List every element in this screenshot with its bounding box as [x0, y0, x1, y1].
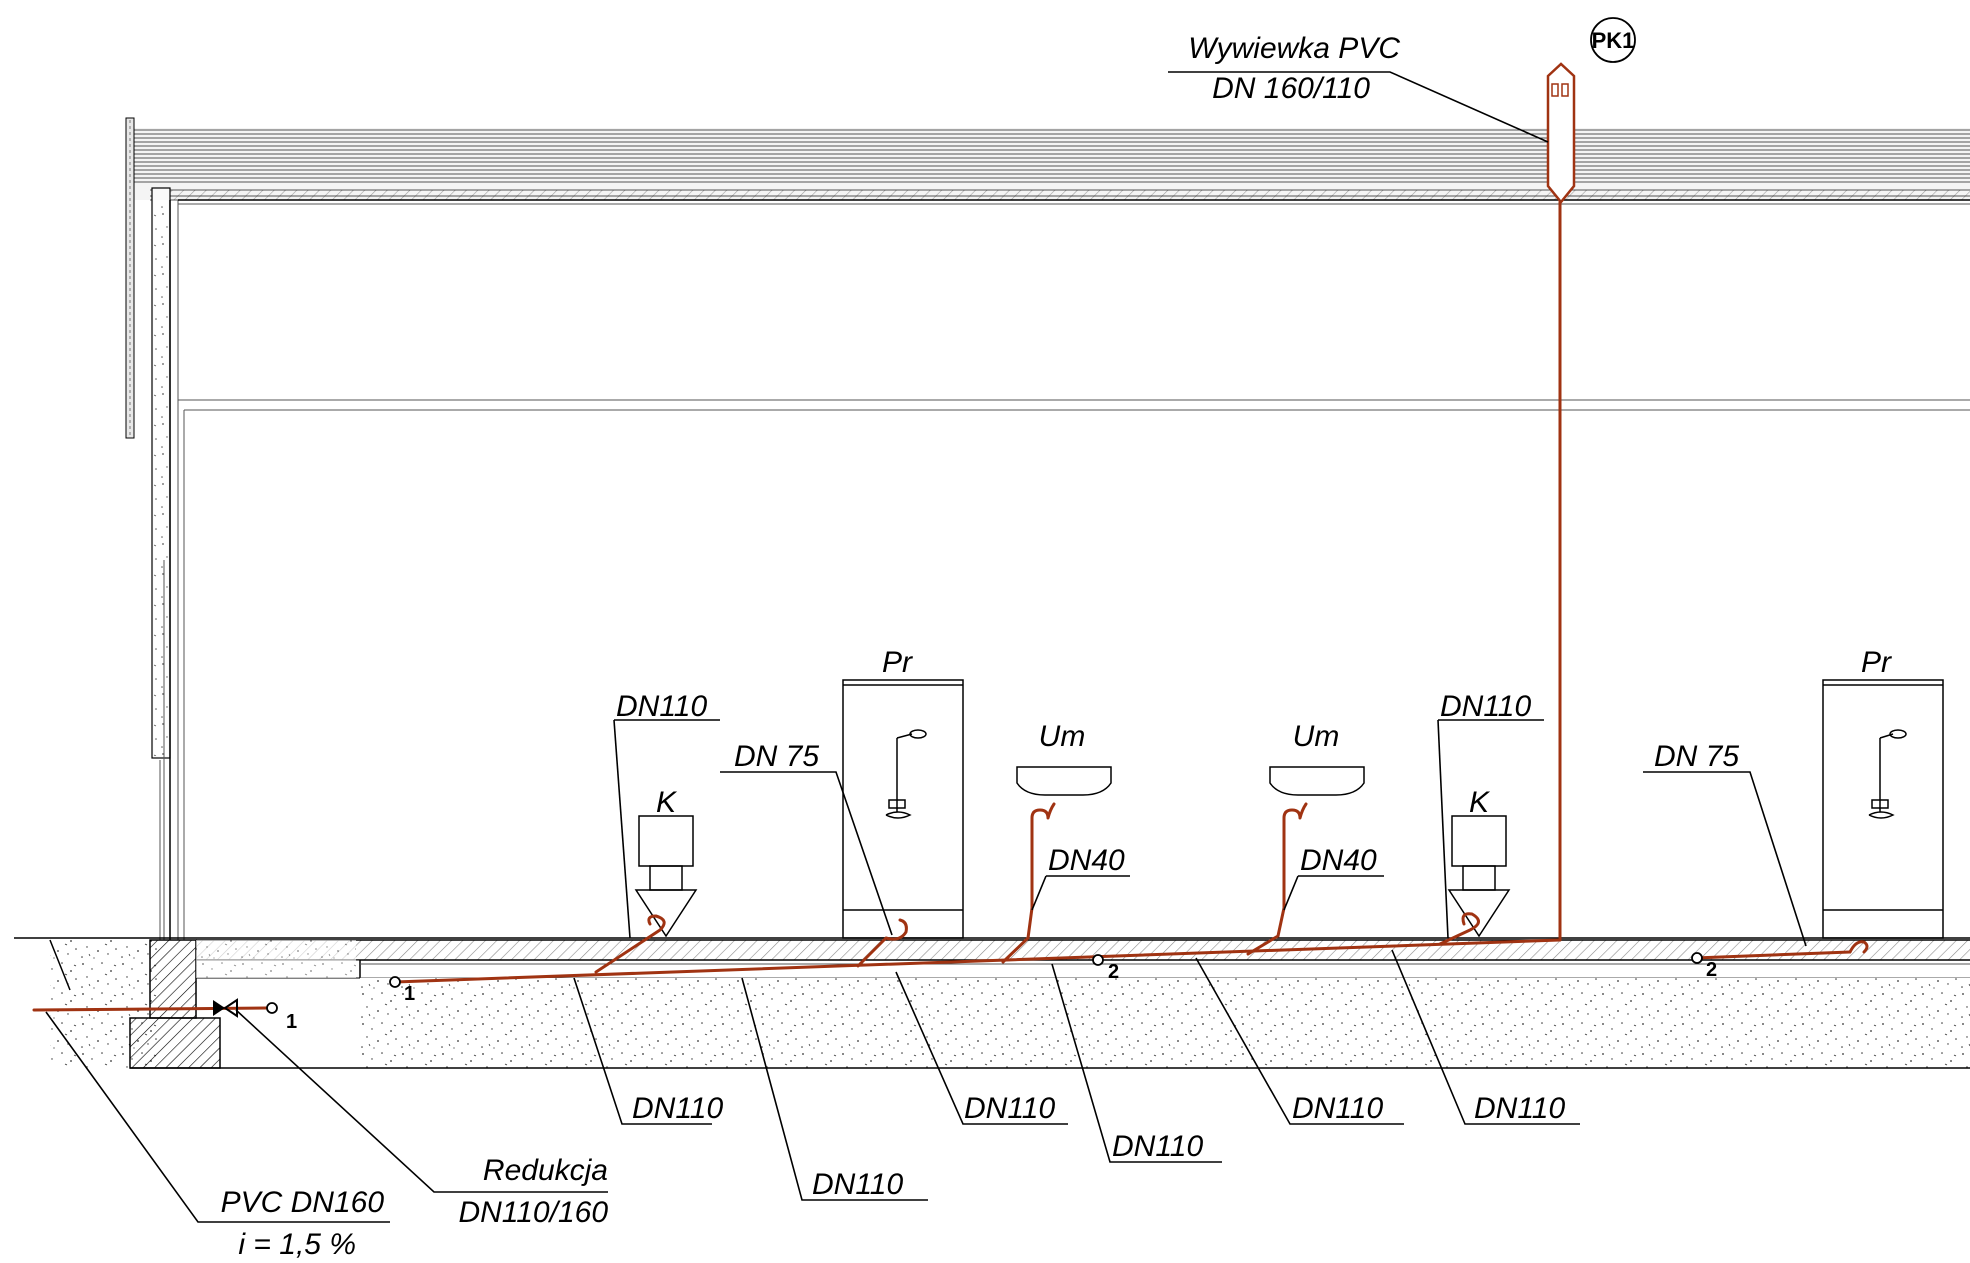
label-dn110-e: DN110	[1292, 1092, 1383, 1125]
main-pipe-label-line2: i = 1,5 %	[238, 1228, 356, 1261]
toilet-1-label: K	[656, 786, 678, 819]
label-dn110-d: DN110	[1112, 1130, 1203, 1163]
label-dn110-c: DN110	[964, 1092, 1055, 1125]
leader-lines	[45, 71, 1807, 1223]
label-dn110-f: DN110	[1474, 1092, 1565, 1125]
marker-1b	[389, 976, 401, 988]
shower-1	[842, 679, 964, 939]
marker-1a	[266, 1002, 278, 1014]
label-dn75-left: DN 75	[734, 740, 819, 773]
toilet-2	[1447, 815, 1511, 938]
label-dn110-right: DN110	[1440, 690, 1531, 723]
reduction-fitting	[213, 998, 238, 1018]
label-dn40-2: DN40	[1300, 844, 1377, 877]
basin-1-label: Um	[1039, 720, 1086, 753]
vent-cap	[1546, 17, 1636, 204]
shower-2	[1822, 679, 1944, 939]
label-dn40-1: DN40	[1048, 844, 1125, 877]
toilet-2-label: K	[1469, 786, 1491, 819]
label-dn110-a: DN110	[632, 1092, 723, 1125]
drain-pipes	[32, 200, 1869, 1012]
vent-label-line1: Wywiewka PVC	[1188, 32, 1400, 65]
marker-1b-label: 1	[404, 983, 415, 1005]
washbasin-1	[1016, 766, 1112, 796]
basin-2-label: Um	[1293, 720, 1340, 753]
marker-2b	[1691, 952, 1703, 964]
main-pipe-label-line1: PVC DN160	[221, 1186, 385, 1219]
label-dn110-b: DN110	[812, 1168, 903, 1201]
marker-2b-label: 2	[1706, 959, 1717, 981]
shower-1-label: Pr	[882, 646, 913, 679]
floor-slab	[14, 937, 1970, 1069]
vent-tag: PK1	[1592, 28, 1635, 53]
label-dn110-left: DN110	[616, 690, 707, 723]
washbasin-2	[1269, 766, 1365, 796]
reduction-label-line2: DN110/160	[458, 1196, 608, 1229]
reduction-label-line1: Redukcja	[483, 1154, 608, 1187]
marker-2a	[1092, 954, 1104, 966]
toilet-1	[634, 815, 698, 938]
roof	[125, 117, 1970, 439]
shower-2-label: Pr	[1861, 646, 1892, 679]
marker-1a-label: 1	[286, 1011, 297, 1033]
left-wall	[151, 187, 1970, 940]
point-markers	[266, 952, 1703, 1014]
marker-2a-label: 2	[1108, 961, 1119, 983]
vent-label-line2: DN 160/110	[1212, 72, 1370, 105]
label-dn75-right: DN 75	[1654, 740, 1739, 773]
